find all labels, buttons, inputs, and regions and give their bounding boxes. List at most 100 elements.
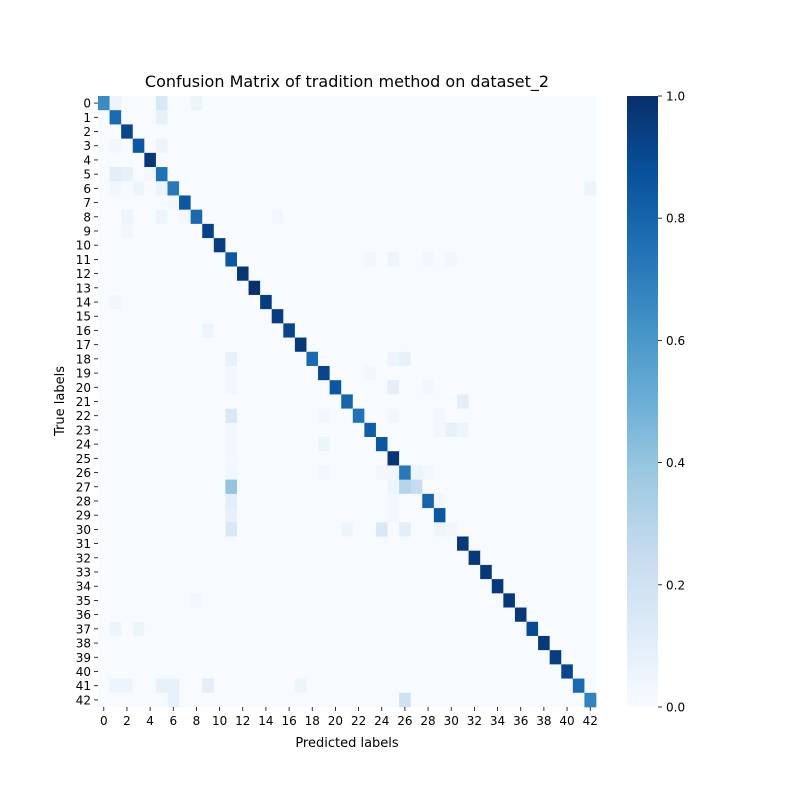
heatmap-cell <box>306 437 319 452</box>
heatmap-cell <box>514 266 527 282</box>
heatmap-cell <box>260 422 273 438</box>
heatmap-cell <box>283 280 296 296</box>
heatmap-cell <box>422 365 435 381</box>
heatmap-cell <box>121 167 134 182</box>
heatmap-cell <box>248 380 261 395</box>
heatmap-cell <box>584 209 597 225</box>
heatmap-cell <box>433 593 446 608</box>
heatmap-cell <box>283 664 296 679</box>
heatmap-cell <box>225 394 238 409</box>
heatmap-cell <box>410 238 423 253</box>
y-tick-label: 34 <box>76 580 91 594</box>
heatmap-cell <box>167 280 180 296</box>
x-tick-label: 16 <box>281 714 296 728</box>
heatmap-cell <box>213 465 226 480</box>
heatmap-cell <box>260 550 273 566</box>
heatmap-cell <box>144 223 157 239</box>
heatmap-cell <box>329 408 342 424</box>
heatmap-cell <box>144 522 157 537</box>
heatmap-cell <box>318 479 330 495</box>
heatmap-cell <box>572 266 585 282</box>
heatmap-cell <box>329 479 342 495</box>
heatmap-cell <box>457 294 469 310</box>
heatmap-cell <box>329 451 342 466</box>
heatmap-cell <box>155 479 168 495</box>
heatmap-cell <box>283 138 296 154</box>
heatmap-cell <box>132 394 145 409</box>
heatmap-cell <box>144 380 157 395</box>
heatmap-cell <box>364 323 377 338</box>
heatmap-cell <box>538 351 551 367</box>
heatmap-cell <box>538 394 551 409</box>
heatmap-cell <box>491 422 504 438</box>
heatmap-cell <box>202 564 215 580</box>
x-tick-label: 34 <box>490 714 505 728</box>
heatmap-cell <box>491 437 504 452</box>
heatmap-cell <box>503 479 516 495</box>
heatmap-cell <box>190 621 203 637</box>
heatmap-cell <box>167 152 180 168</box>
heatmap-cell <box>422 252 435 267</box>
x-tick-label: 10 <box>212 714 227 728</box>
heatmap-cell <box>480 564 493 580</box>
heatmap-cell <box>503 365 516 381</box>
heatmap-cell <box>190 365 203 381</box>
heatmap-cell <box>283 465 296 480</box>
heatmap-cell <box>132 280 145 296</box>
heatmap-cell <box>179 309 191 324</box>
heatmap-cell <box>132 479 145 495</box>
heatmap-cell <box>283 394 296 409</box>
heatmap-cell <box>422 422 435 438</box>
heatmap-cell <box>526 96 539 111</box>
heatmap-cell <box>422 550 435 566</box>
heatmap-cell <box>399 451 412 466</box>
heatmap-cell <box>132 451 145 466</box>
heatmap-cell <box>213 451 226 466</box>
heatmap-cell <box>433 266 446 282</box>
heatmap-cell <box>121 309 134 324</box>
heatmap-cell <box>352 678 365 694</box>
heatmap-cell <box>248 479 261 495</box>
heatmap-cell <box>572 96 585 111</box>
heatmap-cell <box>329 380 342 395</box>
heatmap-cell <box>202 252 215 267</box>
heatmap-cell <box>433 380 446 395</box>
heatmap-cell <box>213 252 226 267</box>
heatmap-cell <box>318 593 330 608</box>
heatmap-cell <box>260 124 273 139</box>
heatmap-cell <box>167 238 180 253</box>
heatmap-cell <box>271 522 284 537</box>
heatmap-cell <box>109 223 122 239</box>
y-tick-label: 27 <box>76 480 91 494</box>
heatmap-cell <box>410 96 423 111</box>
heatmap-cell <box>526 607 539 623</box>
heatmap-cell <box>109 579 122 594</box>
heatmap-cell <box>375 451 388 466</box>
heatmap-cell <box>121 280 134 296</box>
heatmap-cell <box>260 323 273 338</box>
heatmap-cell <box>283 351 296 367</box>
heatmap-cell <box>364 692 377 708</box>
heatmap-cell <box>445 493 458 509</box>
heatmap-cell <box>167 110 180 125</box>
heatmap-cell <box>202 138 215 154</box>
heatmap-cell <box>202 96 215 111</box>
heatmap-cell <box>155 650 168 665</box>
heatmap-cell <box>98 167 110 182</box>
heatmap-cell <box>457 223 469 239</box>
heatmap-cell <box>202 380 215 395</box>
heatmap-cell <box>503 465 516 480</box>
heatmap-cell <box>410 536 423 552</box>
heatmap-cell <box>179 380 191 395</box>
heatmap-cell <box>503 536 516 552</box>
heatmap-cell <box>445 508 458 523</box>
heatmap-cell <box>399 309 412 324</box>
heatmap-cell <box>352 437 365 452</box>
heatmap-cell <box>341 309 354 324</box>
heatmap-cell <box>329 621 342 637</box>
heatmap-cell <box>572 209 585 225</box>
heatmap-cell <box>121 550 134 566</box>
heatmap-cell <box>549 294 562 310</box>
heatmap-cell <box>549 692 562 708</box>
y-tick-label: 31 <box>76 537 91 551</box>
